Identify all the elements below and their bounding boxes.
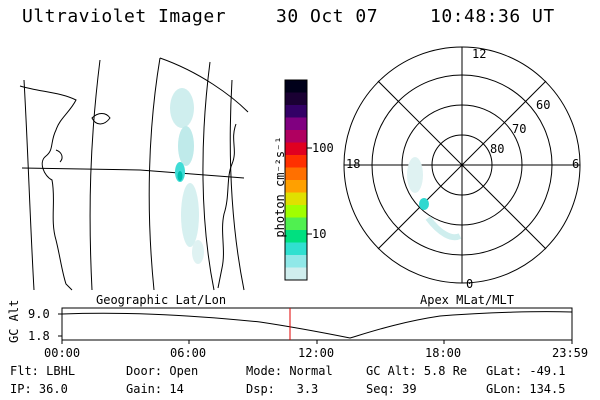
longitude-line <box>148 57 161 291</box>
glat-field: GLat: -49.1 <box>486 364 566 378</box>
date-label: 30 Oct 07 <box>276 6 379 27</box>
colorbar-unit-label: photon cm⁻²s⁻¹ <box>273 136 287 238</box>
aurora-emission-map <box>170 88 204 264</box>
longitude-line <box>229 79 245 291</box>
colorbar-band <box>285 242 307 256</box>
longitude-line <box>89 59 101 291</box>
time-tick-label: 00:00 <box>44 346 81 360</box>
ip-field: IP: 36.0 <box>10 382 68 396</box>
colorbar-band <box>285 130 307 143</box>
mlt-label-0: 0 <box>466 277 474 291</box>
earth-limb <box>159 57 249 113</box>
apex-panel-label: Apex MLat/MLT <box>420 293 514 307</box>
mlt-label-6: 6 <box>572 157 580 171</box>
colorbar-tick-label: 10 <box>312 227 327 241</box>
gc-alt-field: GC Alt: 5.8 Re <box>366 364 468 378</box>
longitude-line <box>23 79 35 291</box>
colorbar-band <box>285 217 307 231</box>
lat-label-60: 60 <box>536 98 551 112</box>
seq-field: Seq: 39 <box>366 382 417 396</box>
lat-label-70: 70 <box>512 122 527 136</box>
door-field: Door: Open <box>126 364 199 378</box>
altitude-y-tick-label: 1.8 <box>28 329 50 343</box>
colorbar-band <box>285 230 307 243</box>
colorbar <box>285 80 307 281</box>
colorbar-band <box>285 267 307 281</box>
mode-field: Mode: Normal <box>246 364 333 378</box>
colorbar-band <box>285 155 307 168</box>
longitude-line <box>202 61 215 291</box>
aurora-emission-polar <box>407 157 462 241</box>
geographic-map <box>19 57 249 291</box>
coastline <box>55 149 63 163</box>
colorbar-band <box>285 255 307 268</box>
lat-label-80: 80 <box>490 142 505 156</box>
colorbar-band <box>285 105 307 118</box>
colorbar-band <box>285 167 307 181</box>
time-tick-label: 18:00 <box>425 346 462 360</box>
coastline <box>19 85 77 291</box>
time-tick-label: 23:59 <box>552 346 589 360</box>
instrument-title: Ultraviolet Imager <box>22 6 227 27</box>
colorbar-band <box>285 180 307 193</box>
time-label: 10:48:36 UT <box>430 6 555 27</box>
colorbar-band <box>285 192 307 206</box>
colorbar-frame <box>284 79 308 281</box>
colorbar-band <box>285 80 307 93</box>
colorbar-tick-label: 100 <box>312 141 334 155</box>
gain-field: Gain: 14 <box>126 382 184 396</box>
colorbar-band <box>285 142 307 156</box>
mlt-label-18: 18 <box>346 157 361 171</box>
colorbar-band <box>285 117 307 131</box>
time-tick-label: 06:00 <box>170 346 207 360</box>
time-tick-label: 12:00 <box>298 346 335 360</box>
glon-field: GLon: 134.5 <box>486 382 566 396</box>
altitude-y-tick-label: 9.0 <box>28 307 50 321</box>
filter-field: Flt: LBHL <box>10 364 76 378</box>
coastline <box>217 123 237 289</box>
mlt-label-12: 12 <box>472 47 487 61</box>
latitude-line <box>21 167 245 179</box>
geographic-panel-label: Geographic Lat/Lon <box>96 293 227 307</box>
altitude-plot <box>58 307 573 344</box>
altitude-curve <box>61 311 573 339</box>
colorbar-band <box>285 92 307 106</box>
coastline <box>91 113 111 125</box>
polar-axis <box>377 80 547 250</box>
colorbar-band <box>285 205 307 218</box>
polar-plot <box>343 46 581 284</box>
dsp-field: Dsp: 3.3 <box>246 382 319 396</box>
altitude-axis-label: GC Alt <box>7 299 21 343</box>
